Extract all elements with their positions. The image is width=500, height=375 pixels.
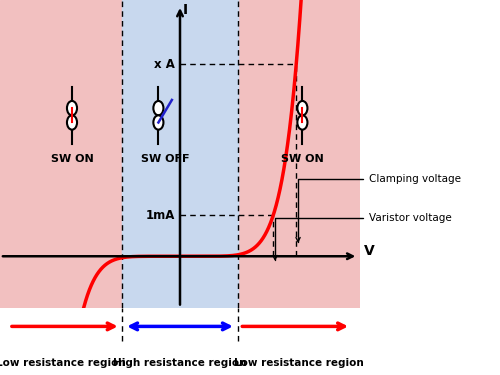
- Circle shape: [298, 116, 308, 130]
- Circle shape: [154, 116, 164, 130]
- Text: SW OFF: SW OFF: [142, 154, 190, 164]
- Text: 1mA: 1mA: [145, 209, 174, 222]
- Text: x A: x A: [154, 58, 174, 70]
- Text: Clamping voltage: Clamping voltage: [296, 174, 461, 242]
- Text: SW ON: SW ON: [50, 154, 94, 164]
- Text: Low resistance region: Low resistance region: [0, 358, 126, 368]
- Text: I: I: [182, 3, 188, 16]
- Bar: [122, 0, 238, 308]
- Text: SW ON: SW ON: [281, 154, 324, 164]
- Bar: [0, 0, 122, 308]
- Text: Low resistance region: Low resistance region: [234, 358, 364, 368]
- Circle shape: [67, 101, 77, 116]
- Text: Varistor voltage: Varistor voltage: [273, 213, 452, 260]
- Circle shape: [298, 101, 308, 116]
- Text: High resistance region: High resistance region: [113, 358, 247, 368]
- Circle shape: [154, 101, 164, 116]
- Bar: [238, 0, 360, 308]
- Text: V: V: [364, 244, 374, 258]
- Circle shape: [67, 116, 77, 130]
